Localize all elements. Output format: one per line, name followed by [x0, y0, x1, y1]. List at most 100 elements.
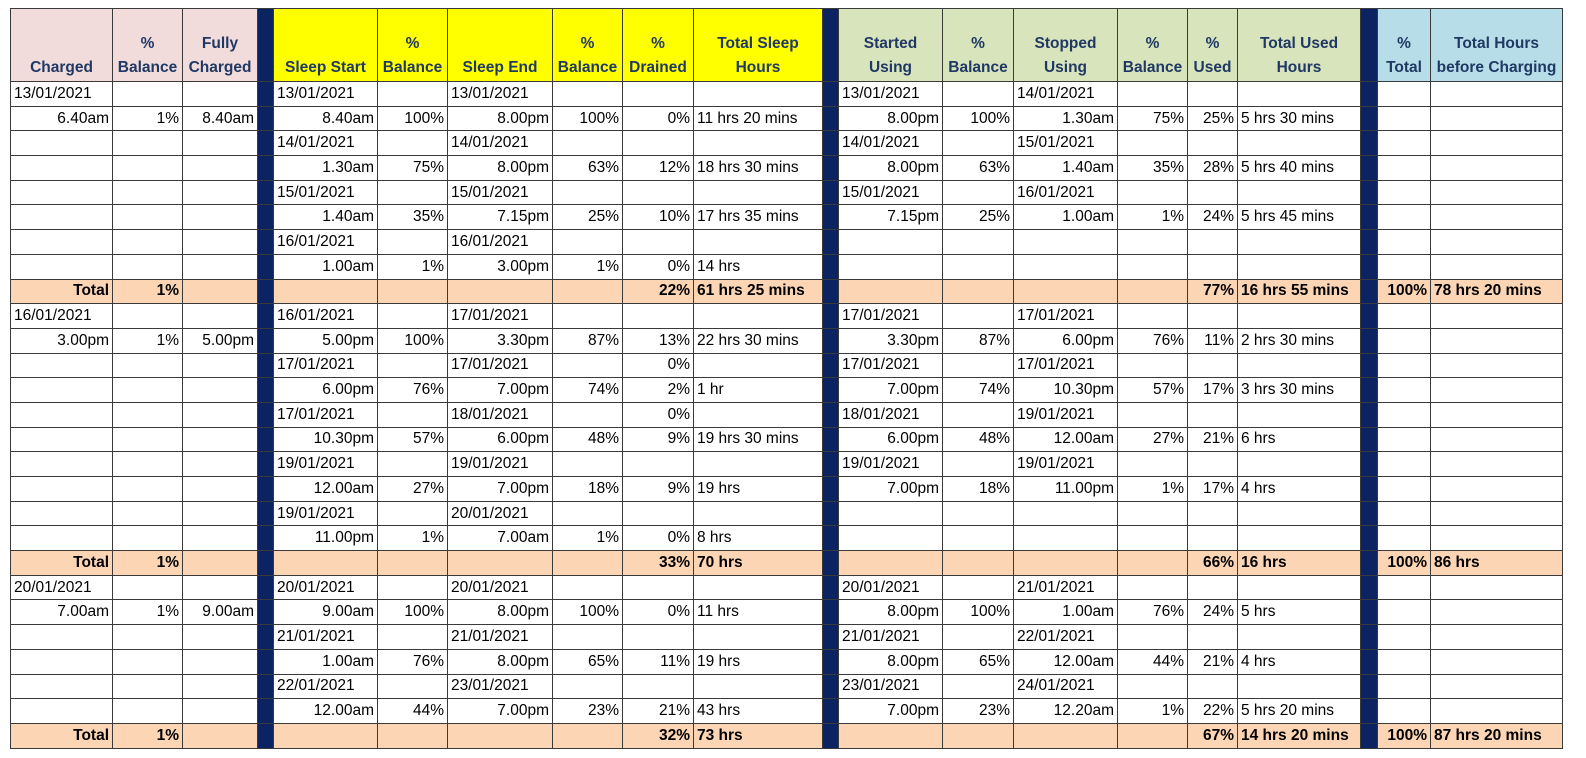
cell: [693, 303, 823, 329]
cell: [1117, 253, 1188, 280]
cell: [1377, 229, 1431, 255]
total-cell: [377, 550, 448, 576]
cell: 3.30pm: [838, 327, 943, 354]
cell: 15/01/2021: [273, 179, 378, 206]
cell: [1430, 451, 1563, 477]
cell: [1430, 624, 1563, 650]
cell: [1187, 253, 1238, 280]
cell: 17 hrs 35 mins: [693, 204, 823, 231]
total-row: Total 1% 22% 61 hrs 25 mins 77% 16 hrs 55 min…: [10, 278, 1563, 305]
separator: [822, 81, 839, 107]
cell: [942, 624, 1014, 650]
cell: [10, 451, 113, 477]
cell: 3.00pm: [447, 253, 553, 280]
cell: 65%: [552, 648, 623, 675]
cell: 8.00pm: [447, 105, 553, 132]
separator: [1360, 81, 1378, 107]
cell: 75%: [377, 155, 448, 181]
total-cell: [552, 722, 623, 749]
cell: 14/01/2021: [838, 130, 943, 157]
cell: [182, 574, 258, 601]
separator: [1360, 624, 1378, 650]
cell: 6.00pm: [838, 426, 943, 453]
cell: [693, 130, 823, 157]
cell: 100%: [552, 105, 623, 132]
cell: [1237, 525, 1361, 552]
data-row: 12.00am 27% 7.00pm 18% 9% 19 hrs 7.00pm 18% 11.0…: [10, 476, 1563, 502]
separator: [822, 550, 839, 576]
cell: 19/01/2021: [1013, 401, 1118, 428]
cell: 100%: [942, 599, 1014, 626]
cell: 5 hrs 30 mins: [1237, 105, 1361, 132]
cell: [112, 574, 183, 601]
cell: 63%: [942, 155, 1014, 181]
total-row: Total 1% 32% 73 hrs 67% 14 hrs 20 mins 100% 87 …: [10, 722, 1563, 749]
column-header: % Balance: [112, 8, 183, 82]
separator: [257, 130, 274, 157]
cell: 100%: [377, 327, 448, 354]
cell: [1377, 500, 1431, 527]
separator: [822, 179, 839, 206]
cell: [1237, 401, 1361, 428]
cell: 100%: [377, 599, 448, 626]
cell: 20/01/2021: [273, 574, 378, 601]
cell: 15/01/2021: [1013, 130, 1118, 157]
column-header: Charged: [10, 8, 113, 82]
cell: [1430, 673, 1563, 700]
cell: [552, 352, 623, 379]
cell: [112, 673, 183, 700]
cell: 24%: [1187, 204, 1238, 231]
total-cell: [1117, 550, 1188, 576]
total-cell: 86 hrs: [1430, 550, 1563, 576]
cell: [10, 648, 113, 675]
cell: [182, 525, 258, 552]
data-row: 20/01/2021 20/01/2021 20/01/2021 20/01/2021…: [10, 574, 1563, 601]
data-row: 15/01/2021 15/01/2021 15/01/2021 16/01/2021: [10, 179, 1563, 206]
cell: 1.00am: [1013, 204, 1118, 231]
cell: [1377, 648, 1431, 675]
cell: [377, 451, 448, 477]
cell: [693, 81, 823, 107]
cell: [942, 352, 1014, 379]
cell: [1377, 253, 1431, 280]
data-row: 17/01/2021 17/01/2021 0% 17/01/2021 17/01/20…: [10, 352, 1563, 379]
cell: [552, 624, 623, 650]
cell: 0%: [622, 401, 694, 428]
cell: [10, 352, 113, 379]
cell: 8.40am: [273, 105, 378, 132]
total-cell: 100%: [1377, 278, 1431, 305]
separator: [1360, 476, 1378, 502]
cell: 10.30pm: [273, 426, 378, 453]
cell: [1430, 327, 1563, 354]
total-cell: 100%: [1377, 722, 1431, 749]
cell: [182, 500, 258, 527]
separator: [257, 352, 274, 379]
cell: 17/01/2021: [838, 352, 943, 379]
cell: 57%: [377, 426, 448, 453]
cell: [838, 500, 943, 527]
separator: [822, 698, 839, 724]
separator: [1360, 574, 1378, 601]
separator: [822, 278, 839, 305]
separator: [257, 574, 274, 601]
separator: [822, 648, 839, 675]
separator: [257, 105, 274, 132]
data-row: 6.00pm 76% 7.00pm 74% 2% 1 hr 7.00pm 74% 10.30pm…: [10, 377, 1563, 403]
cell: 44%: [1117, 648, 1188, 675]
total-cell: 1%: [112, 278, 183, 305]
cell: 1.30am: [273, 155, 378, 181]
cell: [10, 179, 113, 206]
cell: 27%: [1117, 426, 1188, 453]
separator: [1360, 8, 1378, 82]
cell: 74%: [552, 377, 623, 403]
cell: 48%: [552, 426, 623, 453]
cell: [1377, 574, 1431, 601]
total-cell: [377, 278, 448, 305]
total-cell: [182, 550, 258, 576]
total-cell: [182, 722, 258, 749]
cell: 10%: [622, 204, 694, 231]
cell: 7.00pm: [838, 377, 943, 403]
column-header: Started Using: [838, 8, 943, 82]
cell: 9.00am: [273, 599, 378, 626]
